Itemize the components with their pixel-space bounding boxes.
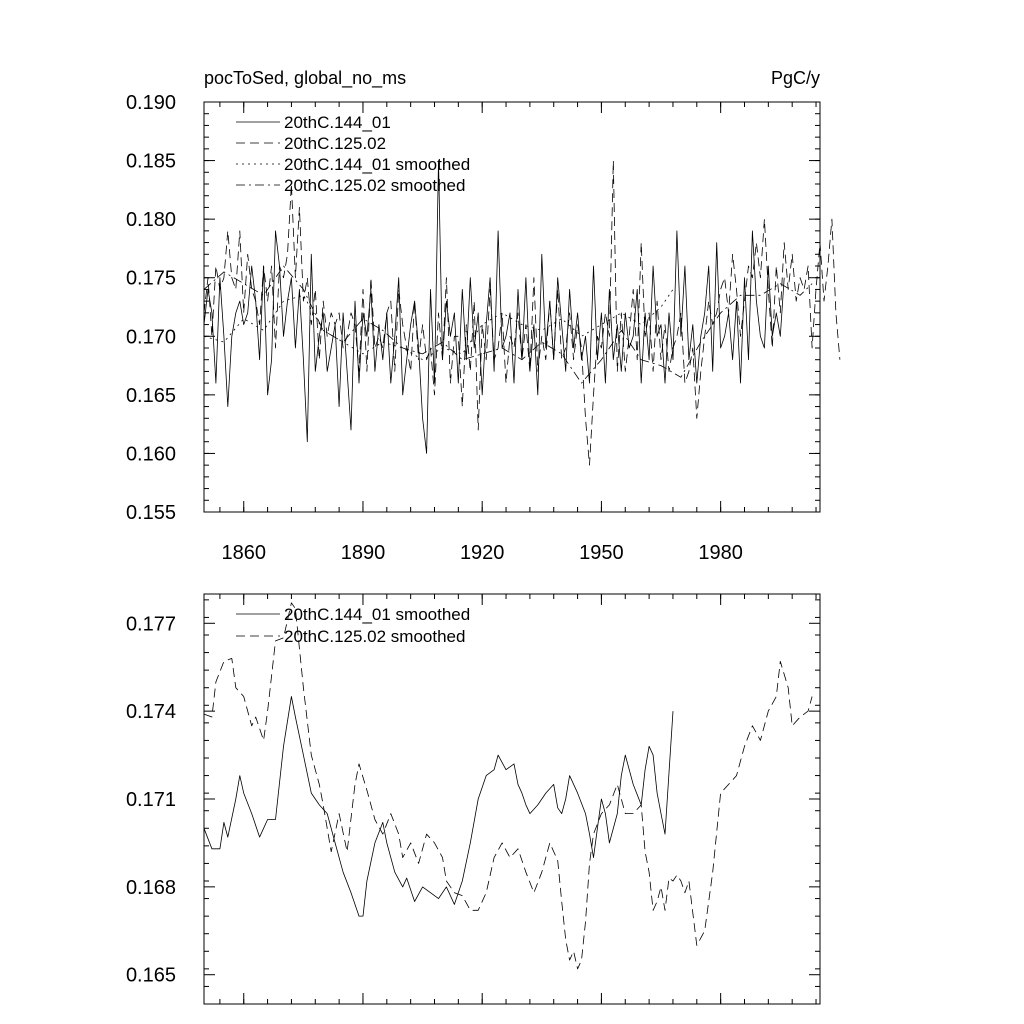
- x-tick-label: 1980: [698, 542, 743, 564]
- plot-frame: [203, 593, 821, 1005]
- x-tick-label: 1890: [341, 542, 386, 564]
- y-tick-label: 0.165: [126, 965, 176, 987]
- legend-label: 20thC.144_01: [284, 113, 391, 132]
- legend-label: 20thC.125.02 smoothed: [284, 176, 465, 195]
- y-tick-label: 0.160: [126, 443, 176, 465]
- series-line-3: [203, 289, 674, 361]
- legend-label: 20thC.125.02: [284, 134, 386, 153]
- y-tick-label: 0.190: [126, 92, 176, 114]
- y-tick-label: 0.175: [126, 268, 176, 290]
- chart-units: PgC/y: [771, 68, 820, 88]
- y-tick-label: 0.185: [126, 151, 176, 173]
- x-tick-label: 1920: [460, 542, 505, 564]
- x-tick-label: 1950: [579, 542, 624, 564]
- y-tick-label: 0.155: [126, 502, 176, 524]
- y-tick-label: 0.168: [126, 877, 176, 899]
- series-line-2: [203, 602, 813, 970]
- y-tick-label: 0.171: [126, 789, 176, 811]
- series-line-2: [203, 160, 841, 466]
- y-tick-label: 0.165: [126, 385, 176, 407]
- legend-label: 20thC.144_01 smoothed: [284, 155, 470, 174]
- series-line-1: [203, 696, 674, 917]
- bottom-panel: 0.165 0.168 0.171 0.174 0.177 20thC.144_01 sm…: [126, 593, 821, 1005]
- legend-label: 20thC.144_01 smoothed: [284, 605, 470, 624]
- y-tick-label: 0.174: [126, 701, 176, 723]
- series-line-1: [203, 160, 785, 454]
- y-tick-label: 0.177: [126, 613, 176, 635]
- y-tick-label: 0.180: [126, 209, 176, 231]
- y-tick-label: 0.170: [126, 326, 176, 348]
- chart-title: pocToSed, global_no_ms: [204, 68, 406, 89]
- top-panel: 0.155 0.160 0.165 0.170 0.175 0.180 0.185 0.190…: [126, 68, 841, 564]
- legend-label: 20thC.125.02 smoothed: [284, 627, 465, 646]
- x-tick-label: 1860: [221, 542, 266, 564]
- plot-frame: [203, 101, 821, 513]
- series-line-4: [203, 265, 813, 384]
